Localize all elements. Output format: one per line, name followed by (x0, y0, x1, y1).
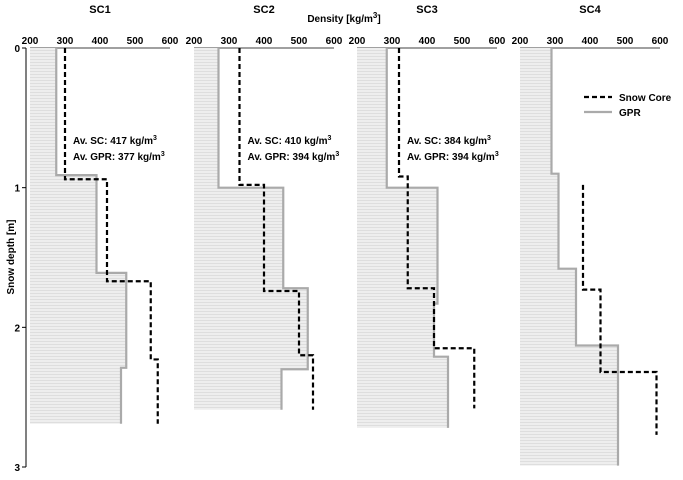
x-tick-label: 300 (384, 36, 401, 47)
panel-sc3: SC3 200 300 400 500 600 Av. SC: 384 kg/m3 Av. G… (349, 4, 506, 428)
snow-core-line (581, 184, 658, 435)
x-tick-label: 500 (127, 36, 144, 47)
annotation-snow-core-average: Av. SC: 417 kg/m3 (73, 135, 157, 147)
panel-sc1: SC1 200 300 400 500 600 Av. SC: 417 kg/m3 Av. G… (22, 4, 179, 424)
x-tick-label: 500 (454, 36, 471, 47)
x-tick-label: 300 (57, 36, 74, 47)
panel-title: SC2 (253, 4, 274, 16)
annotation-gpr-average: Av. GPR: 394 kg/m3 (248, 151, 340, 163)
y-tick-label: 3 (14, 463, 20, 474)
gpr-line (385, 48, 450, 428)
panel-title: SC1 (89, 4, 110, 16)
annotation-snow-core-average: Av. SC: 410 kg/m3 (248, 135, 332, 147)
panel-sc2: SC2 200 300 400 500 600 Av. SC: 410 kg/m3 Av. G… (186, 4, 343, 410)
x-tick-label: 400 (419, 36, 436, 47)
gpr-fill-area (30, 48, 127, 424)
x-tick-label: 300 (547, 36, 564, 47)
x-tick-label: 200 (349, 36, 366, 47)
annotation-snow-core-average: Av. SC: 384 kg/m3 (407, 135, 491, 147)
snow-core-line (397, 48, 476, 409)
x-tick-label: 200 (512, 36, 529, 47)
x-axis-label: Density [kg/m3] (307, 11, 380, 25)
x-tick-label: 600 (326, 36, 343, 47)
panel-title: SC3 (416, 4, 437, 16)
y-axis-label: Snow depth [m] (6, 220, 17, 295)
x-tick-label: 400 (256, 36, 273, 47)
x-tick-label: 600 (162, 36, 179, 47)
x-tick-label: 300 (221, 36, 238, 47)
x-tick-label: 600 (652, 36, 669, 47)
gpr-line (217, 48, 309, 410)
panel-title: SC4 (579, 4, 601, 16)
x-tick-label: 400 (582, 36, 599, 47)
panel-sc4: SC4 200 300 400 500 600 (512, 4, 669, 466)
gpr-fill-area (357, 48, 448, 428)
legend-gpr-label: GPR (619, 108, 641, 119)
gpr-line (550, 48, 620, 466)
y-axis: 0 1 2 3 (14, 44, 27, 474)
snow-core-line (238, 48, 315, 410)
panels: SC1 200 300 400 500 600 Av. SC: 417 kg/m3 Av. G… (22, 4, 669, 466)
x-tick-label: 200 (186, 36, 203, 47)
gpr-fill-area (520, 48, 618, 466)
legend-snow-core-label: Snow Core (619, 93, 672, 104)
x-tick-label: 600 (489, 36, 506, 47)
y-tick-label: 1 (14, 184, 20, 195)
gpr-fill-area (194, 48, 308, 410)
y-tick-label: 2 (14, 323, 20, 334)
x-tick-label: 400 (92, 36, 109, 47)
annotation-gpr-average: Av. GPR: 394 kg/m3 (407, 151, 499, 163)
x-tick-label: 500 (617, 36, 634, 47)
annotation-gpr-average: Av. GPR: 377 kg/m3 (73, 151, 165, 163)
legend: Snow Core GPR (584, 93, 672, 119)
snow-core-line (63, 48, 159, 424)
x-tick-label: 200 (22, 36, 39, 47)
gpr-line (55, 48, 128, 424)
x-tick-label: 500 (291, 36, 308, 47)
y-tick-label: 0 (14, 44, 20, 55)
